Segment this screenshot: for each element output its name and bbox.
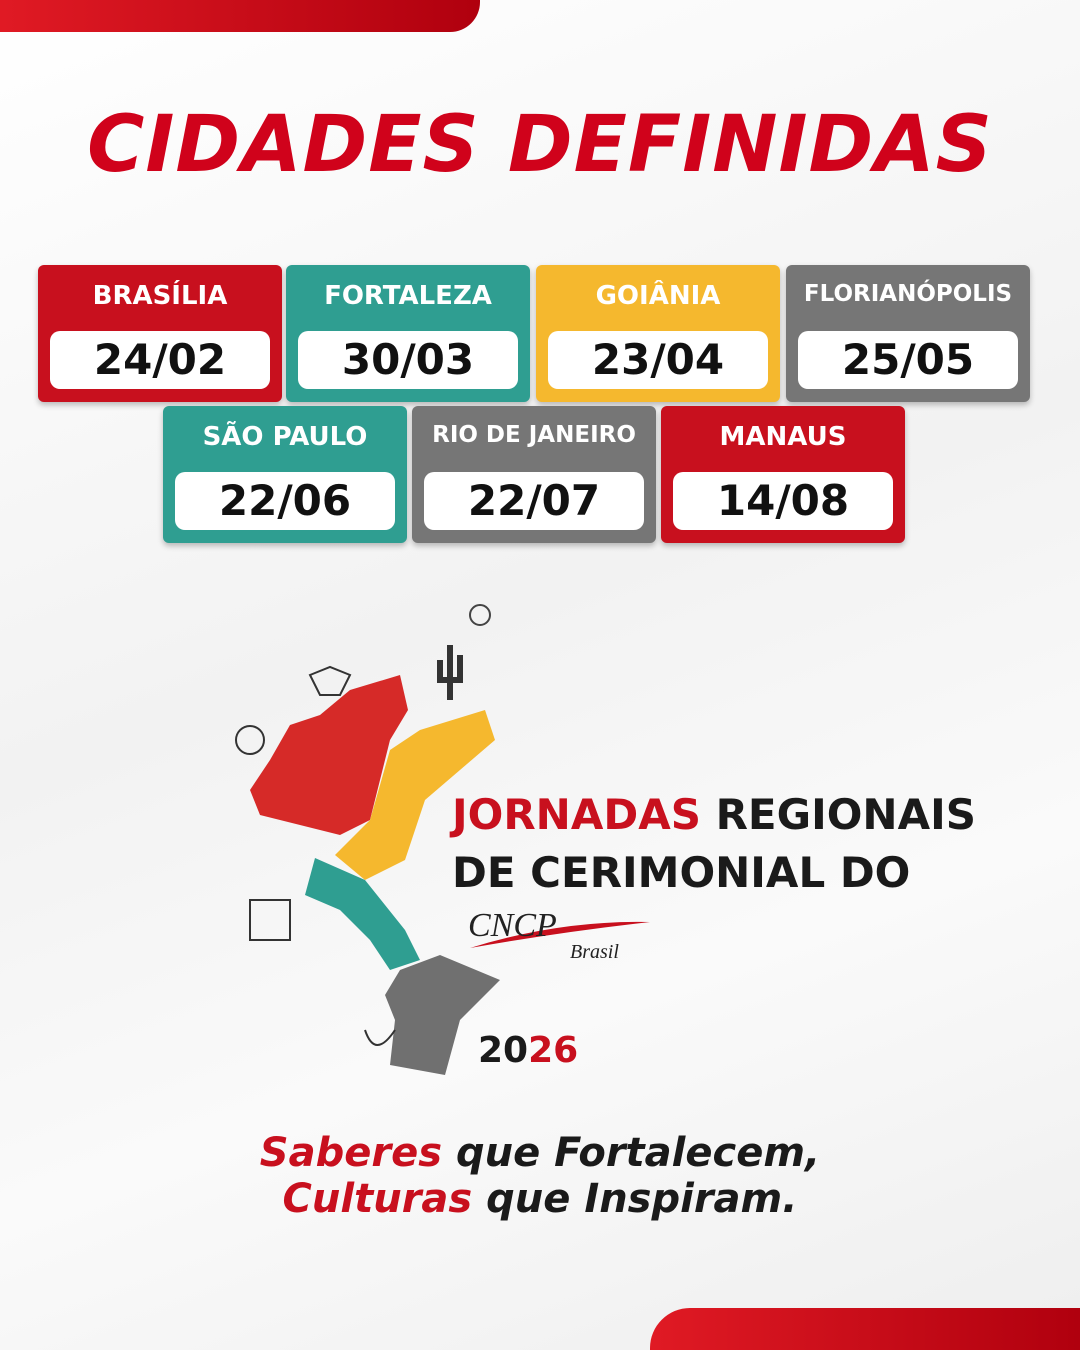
- tagline-highlight: Saberes: [259, 1130, 443, 1176]
- logo-text: REGIONAIS: [715, 790, 976, 839]
- year-part: 20: [478, 1030, 529, 1071]
- city-date: 24/02: [50, 331, 270, 389]
- title: CIDADES DEFINIDAS: [87, 100, 993, 190]
- city-date: 30/03: [298, 331, 518, 389]
- city-name: FORTALEZA: [324, 281, 492, 311]
- city-date: 22/07: [424, 472, 644, 530]
- tagline-line: Culturas que Inspiram.: [0, 1176, 1080, 1222]
- city-card: FORTALEZA 30/03: [286, 265, 530, 402]
- tagline-line: Saberes que Fortalecem,: [0, 1130, 1080, 1176]
- year-part: 26: [528, 1030, 579, 1071]
- ox-icon: [308, 665, 352, 696]
- city-date: 22/06: [175, 472, 395, 530]
- region-southeast: [305, 858, 420, 970]
- city-date: 14/08: [673, 472, 893, 530]
- region-northeast: [335, 710, 495, 880]
- city-name: BRASÍLIA: [92, 281, 228, 311]
- region-south: [385, 955, 500, 1075]
- city-card: MANAUS 14/08: [661, 406, 905, 543]
- logo-line: JORNADAS REGIONAIS: [452, 790, 976, 839]
- tagline-highlight: Culturas: [282, 1176, 473, 1222]
- city-name: SÃO PAULO: [202, 422, 368, 452]
- brand-name: CNCP: [468, 907, 557, 944]
- city-name: GOIÂNIA: [595, 281, 721, 311]
- sun-icon: [469, 604, 491, 626]
- city-card: BRASÍLIA 24/02: [38, 265, 282, 402]
- city-name: FLORIANÓPOLIS: [803, 281, 1013, 307]
- region-north: [250, 675, 408, 835]
- city-card: SÃO PAULO 22/06: [163, 406, 407, 543]
- city-card: RIO DE JANEIRO 22/07: [412, 406, 656, 543]
- corner-decoration: [0, 0, 480, 32]
- tagline-text: que Inspiram.: [486, 1176, 798, 1222]
- city-date: 23/04: [548, 331, 768, 389]
- year: 2026: [478, 1030, 578, 1071]
- logo-map: [235, 604, 500, 1075]
- city-card: FLORIANÓPOLIS 25/05: [786, 265, 1030, 402]
- city-card: GOIÂNIA 23/04: [536, 265, 780, 402]
- cactus-icon: [437, 645, 463, 700]
- logo-line: DE CERIMONIAL DO: [452, 848, 911, 897]
- brand-sub: Brasil: [570, 941, 619, 963]
- drum-icon: [249, 899, 291, 941]
- city-name: RIO DE JANEIRO: [432, 422, 636, 448]
- city-name: MANAUS: [719, 422, 847, 452]
- figure-icon: [235, 725, 265, 755]
- brand-logo: CNCP Brasil: [468, 907, 650, 963]
- logo-highlight: JORNADAS: [452, 790, 701, 839]
- tagline-text: que Fortalecem,: [455, 1130, 821, 1176]
- gourd-icon: [364, 1029, 396, 1046]
- corner-decoration: [650, 1308, 1080, 1350]
- city-date: 25/05: [798, 331, 1018, 389]
